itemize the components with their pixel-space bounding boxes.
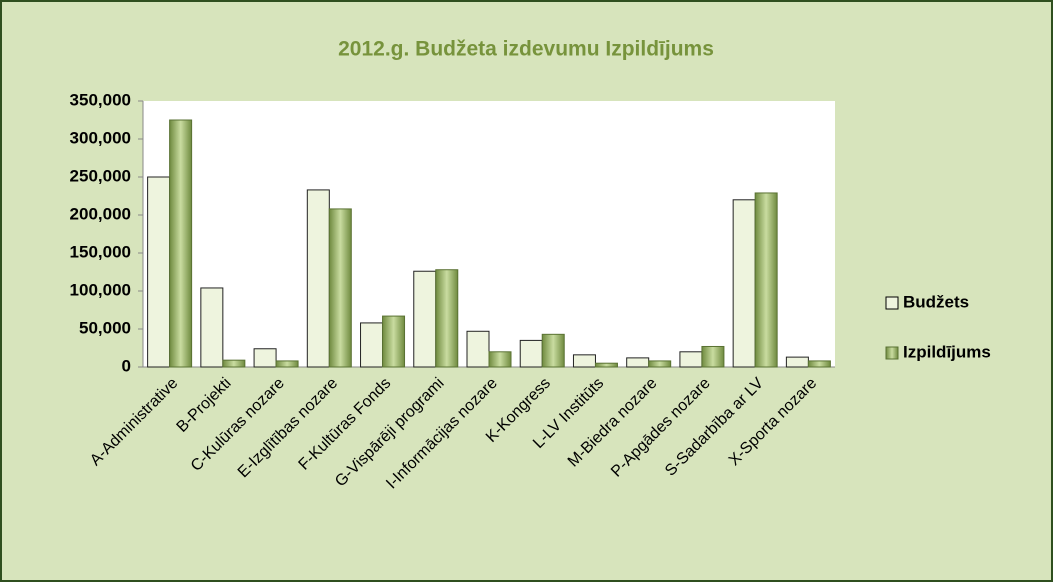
y-tick-label: 250,000	[70, 166, 131, 185]
y-tick-label: 200,000	[70, 204, 131, 223]
bar	[466, 330, 490, 368]
bar	[488, 351, 512, 368]
y-tick-label: 50,000	[79, 318, 131, 337]
bar	[754, 192, 778, 368]
bar	[382, 315, 406, 368]
bar	[648, 360, 672, 368]
bar	[435, 269, 459, 368]
bar	[360, 322, 384, 368]
bar	[275, 360, 299, 368]
bar	[413, 270, 437, 368]
y-tick-label: 150,000	[70, 242, 131, 261]
bar	[732, 199, 756, 368]
y-tick-label: 350,000	[70, 90, 131, 109]
bar	[328, 208, 352, 368]
legend-label: Budžets	[903, 292, 969, 311]
bar	[253, 348, 277, 368]
bar	[807, 360, 831, 368]
y-tick-label: 0	[122, 356, 131, 375]
legend-swatch	[885, 346, 899, 360]
bar	[701, 345, 725, 368]
bar	[541, 333, 565, 368]
legend-label: Izpildījums	[903, 342, 991, 361]
chart-title: 2012.g. Budžeta izdevumu Izpildījums	[338, 38, 714, 61]
bar	[679, 351, 703, 368]
bar	[169, 119, 193, 368]
bar	[785, 356, 809, 368]
bar	[306, 189, 330, 368]
bar	[147, 176, 171, 368]
bar	[519, 339, 543, 368]
legend-swatch	[885, 296, 899, 310]
bar	[222, 359, 246, 368]
bar	[572, 354, 596, 368]
bar	[626, 357, 650, 368]
y-tick-label: 100,000	[70, 280, 131, 299]
bar	[594, 362, 618, 368]
bar	[200, 287, 224, 368]
plot-area	[143, 101, 835, 367]
y-tick-label: 300,000	[70, 128, 131, 147]
